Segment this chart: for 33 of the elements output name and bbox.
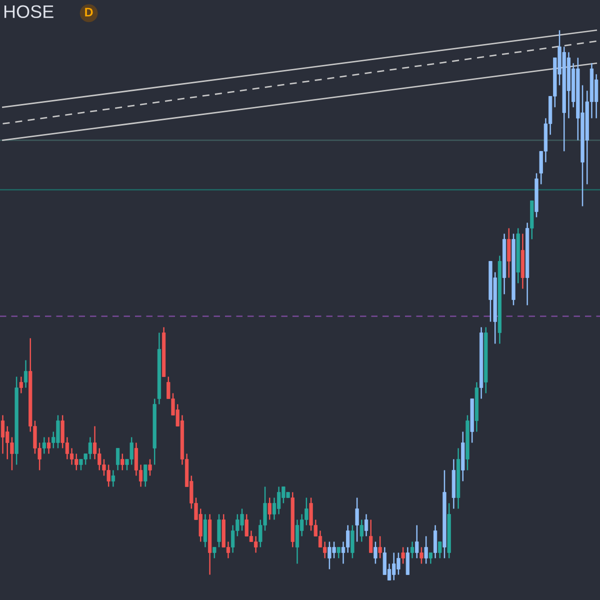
candlestick (507, 228, 511, 278)
candlestick (116, 448, 120, 471)
candlestick (401, 546, 405, 564)
candlestick (336, 546, 340, 559)
candlestick (111, 470, 116, 488)
candlestick (406, 546, 410, 576)
candlestick (433, 524, 438, 559)
candlestick (203, 514, 208, 548)
candlestick (120, 453, 124, 471)
candlestick (364, 514, 368, 537)
candlestick (374, 541, 378, 564)
candlestick (369, 519, 373, 554)
candlestick (378, 536, 382, 559)
text: D (85, 8, 93, 16)
candlestick (19, 376, 23, 394)
candlestick (410, 541, 414, 559)
candlestick (424, 536, 428, 564)
candlestick (217, 514, 221, 548)
candlestick (144, 464, 148, 488)
candlestick (428, 552, 432, 564)
candlestick (415, 524, 419, 559)
candlestick (24, 360, 28, 388)
candlestick (42, 436, 46, 454)
candlestick (212, 546, 216, 559)
candlestick (420, 546, 424, 564)
candlestick (268, 497, 272, 520)
candlestick (438, 541, 442, 559)
candlestick (355, 497, 359, 542)
chart-title: HOSE (4, 5, 54, 18)
candlestick (148, 458, 152, 476)
candlestick (360, 519, 364, 542)
candlestick (350, 524, 354, 559)
candlestick (46, 436, 51, 454)
